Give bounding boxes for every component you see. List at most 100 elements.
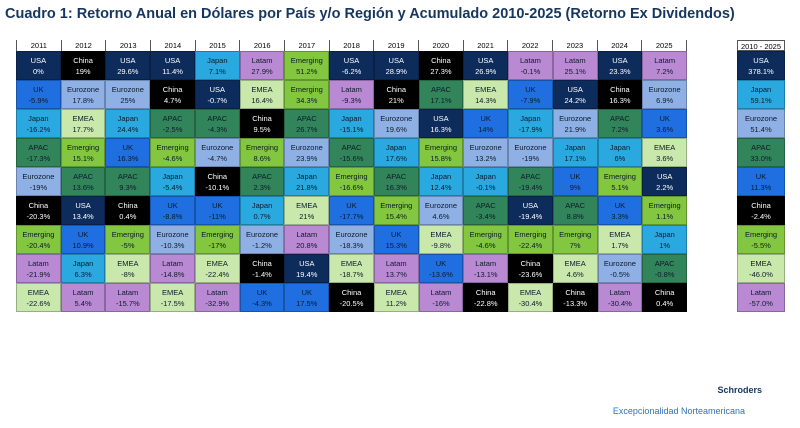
region-label: China: [475, 287, 496, 297]
return-value: -30.4%: [518, 298, 543, 308]
return-value: 24.2%: [564, 95, 586, 105]
return-value: 59.1%: [750, 95, 772, 105]
region-label: Latam: [430, 287, 452, 297]
return-cell: Latam -15.7%: [105, 283, 151, 312]
return-value: 15.4%: [385, 211, 407, 221]
return-value: -32.9%: [205, 298, 230, 308]
return-value: -11%: [208, 211, 226, 221]
return-cell: UK -11%: [194, 196, 240, 225]
return-value: -22.8%: [473, 298, 498, 308]
table-row: China -20.3% USA 13.4% China 0.4% UK -8.8% UK -11…: [16, 196, 688, 225]
return-value: 13.6%: [72, 182, 94, 192]
return-value: 17.8%: [72, 95, 94, 105]
region-label: Emerging: [67, 142, 100, 152]
region-label: China: [565, 287, 585, 297]
return-cell: China -23.6%: [508, 254, 553, 283]
return-cell: UK 15.3%: [373, 225, 419, 254]
return-cell: APAC 8.8%: [552, 196, 598, 225]
return-value: -19.4%: [518, 211, 543, 221]
region-label: Eurozone: [424, 200, 458, 210]
return-value: 19.6%: [385, 124, 407, 134]
year-header: 2024: [596, 40, 642, 51]
return-value: 13.2%: [475, 153, 497, 163]
region-label: UK: [435, 258, 447, 268]
return-cell: Latam -9.3%: [329, 80, 374, 109]
return-cell: Emerging 1.1%: [642, 196, 688, 225]
return-cell: Eurozone 17.8%: [60, 80, 106, 109]
region-label: EMEA: [117, 258, 139, 268]
return-cell: UK 10.9%: [60, 225, 106, 254]
return-cell: Latam -0.1%: [508, 51, 553, 80]
region-label: APAC: [117, 171, 138, 181]
return-cell: Emerging 5.1%: [597, 167, 643, 196]
region-label: APAC: [654, 258, 675, 268]
return-cell: APAC 9.3%: [105, 167, 151, 196]
cumulative-cell: Emerging -5.5%: [737, 225, 785, 254]
cumulative-cell: EMEA -46.0%: [737, 254, 785, 283]
return-cell: Emerging -4.6%: [150, 138, 195, 167]
return-cell: Latam -13.1%: [463, 254, 509, 283]
region-label: EMEA: [564, 258, 586, 268]
return-cell: USA 19.4%: [284, 254, 330, 283]
return-value: -30.4%: [608, 298, 632, 308]
region-label: Latam: [206, 287, 228, 297]
return-cell: Latam 5.4%: [60, 283, 106, 312]
region-label: Japan: [430, 171, 452, 181]
return-cell: EMEA 17.7%: [60, 109, 106, 138]
return-value: -0.7%: [207, 95, 228, 105]
table-row: Emerging -20.4% UK 10.9% Emerging -5% Eurozone…: [16, 225, 688, 254]
region-label: USA: [120, 55, 136, 65]
return-value: 16.3%: [385, 182, 407, 192]
region-label: EMEA: [750, 258, 772, 268]
region-label: Eurozone: [67, 84, 100, 94]
cumulative-header: 2010 - 2025: [737, 40, 785, 51]
return-cell: Emerging 8.6%: [239, 138, 285, 167]
year-header: 2014: [150, 40, 195, 51]
region-label: EMEA: [609, 229, 631, 239]
return-cell: Emerging 15.1%: [60, 138, 106, 167]
return-value: 26.7%: [296, 124, 318, 134]
return-value: 6%: [614, 153, 626, 163]
return-cell: Japan 17.6%: [373, 138, 419, 167]
return-cell: UK -17.7%: [329, 196, 374, 225]
return-value: 16.4%: [251, 95, 273, 105]
return-cell: UK 14%: [463, 109, 509, 138]
region-label: Eurozone: [514, 142, 547, 152]
region-label: Eurozone: [22, 171, 55, 181]
return-value: 11.3%: [750, 182, 772, 192]
return-cell: APAC -0.8%: [642, 254, 688, 283]
year-header: 2018: [328, 40, 374, 51]
region-label: China: [610, 84, 630, 94]
region-label: Japan: [117, 113, 139, 123]
region-label: Emerging: [744, 229, 778, 239]
return-cell: UK -4.3%: [239, 283, 285, 312]
region-label: APAC: [751, 142, 771, 152]
return-cell: Emerging 15.4%: [373, 196, 419, 225]
return-cell: UK 16.3%: [105, 138, 151, 167]
return-value: -7.9%: [520, 95, 541, 105]
return-value: 378.1%: [748, 66, 774, 76]
return-cell: USA 26.9%: [463, 51, 509, 80]
year-header: 2019: [373, 40, 419, 51]
return-value: -9.8%: [431, 240, 451, 250]
region-label: Latam: [564, 55, 586, 65]
region-label: Eurozone: [111, 84, 144, 94]
year-header: 2020: [418, 40, 463, 51]
region-label: Japan: [162, 171, 183, 181]
return-cell: Emerging -4.6%: [463, 225, 509, 254]
return-value: -0.5%: [610, 269, 630, 279]
region-label: APAC: [565, 200, 586, 210]
cumulative-cell: China -2.4%: [737, 196, 785, 225]
return-cell: EMEA -22.4%: [194, 254, 240, 283]
region-label: EMEA: [161, 287, 184, 297]
table-body: USA 0% China 19% USA 29.6% USA 11.4% Japan 7.1% La…: [16, 51, 688, 312]
region-label: UK: [256, 287, 268, 297]
return-value: -46.0%: [749, 269, 773, 279]
region-label: EMEA: [430, 229, 452, 239]
return-value: 25%: [120, 95, 136, 105]
region-label: Japan: [520, 113, 541, 123]
return-value: 1.1%: [656, 211, 674, 221]
table-row: Japan -16.2% EMEA 17.7% Japan 24.4% APAC -2.5% A…: [16, 109, 688, 138]
return-value: 11.2%: [385, 298, 407, 308]
return-value: -13.6%: [429, 269, 453, 279]
